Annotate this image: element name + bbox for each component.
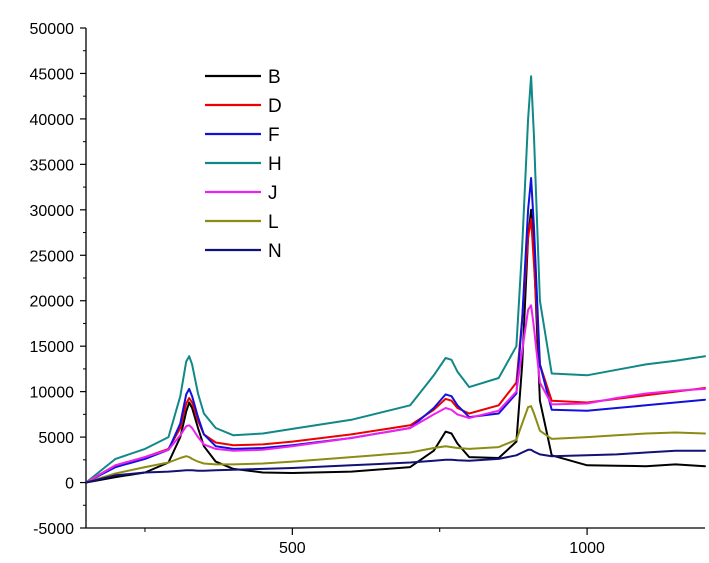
y-tick-label: 5000 (38, 430, 74, 447)
legend-label-L: L (268, 212, 279, 233)
series-line-N (85, 448, 706, 484)
y-tick-label: 15000 (30, 339, 75, 356)
y-tick-label: 30000 (30, 203, 75, 220)
series-line-F (85, 177, 706, 484)
series-line-B (85, 208, 706, 484)
y-tick-label: 35000 (30, 157, 75, 174)
y-tick-label: 0 (65, 476, 74, 493)
legend-label-H: H (268, 154, 282, 175)
y-tick-label: 10000 (30, 385, 75, 402)
legend-label-D: D (268, 96, 282, 117)
x-tick-label: 500 (279, 540, 306, 557)
y-tick-label: 50000 (30, 21, 75, 38)
x-tick-label: 1000 (569, 540, 605, 557)
series-layer (85, 75, 706, 484)
series-line-L (85, 405, 706, 484)
y-tick-label: 45000 (30, 66, 75, 83)
y-tick-label: 40000 (30, 112, 75, 129)
series-line-H (85, 75, 706, 484)
legend-label-J: J (268, 183, 278, 204)
y-tick-label: 25000 (30, 248, 75, 265)
legend-label-N: N (268, 241, 282, 262)
y-tick-label: 20000 (30, 294, 75, 311)
series-line-J (85, 304, 706, 484)
y-tick-label: -5000 (33, 521, 74, 538)
series-line-D (85, 217, 706, 484)
legend-label-B: B (268, 67, 281, 88)
legend-label-F: F (268, 125, 280, 146)
axis-layer: -5000 0 5000 10000 15000 20000 25000 30000 35000… (30, 21, 605, 557)
